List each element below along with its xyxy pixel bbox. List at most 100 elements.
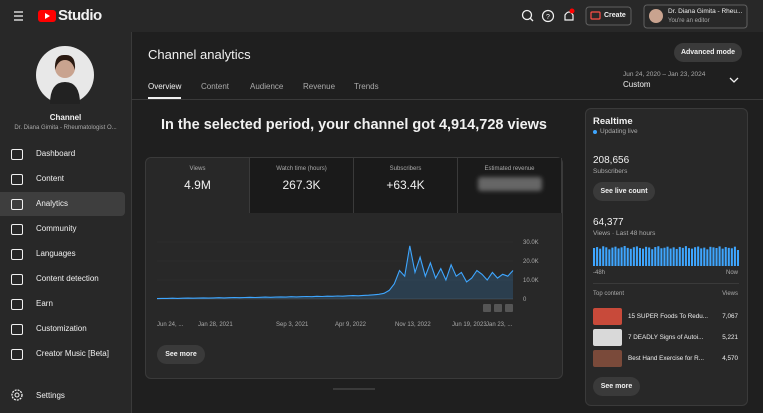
realtime-title: Realtime [593, 116, 633, 127]
metric-tile[interactable] [354, 158, 458, 213]
realtime-bar [623, 246, 626, 266]
metric-tile[interactable] [146, 158, 250, 213]
realtime-bar [596, 247, 599, 266]
item-title[interactable]: 15 SUPER Foods To Redu... [628, 313, 709, 320]
nav-item[interactable]: Content [36, 174, 65, 183]
chart-event-icon [505, 304, 513, 312]
x-tick-label: Jun 19, 2023 [452, 322, 487, 328]
svg-text:?: ? [546, 14, 550, 21]
tab[interactable]: Trends [354, 82, 379, 91]
nav-item[interactable]: Creator Music [Beta] [36, 349, 109, 358]
channel-avatar[interactable] [36, 46, 94, 104]
tab[interactable]: Audience [250, 82, 284, 91]
realtime-bar [715, 248, 718, 266]
nav-icon [11, 224, 23, 235]
nav-item[interactable]: Content detection [36, 274, 99, 283]
views-count: 64,377 [593, 217, 624, 228]
item-views: 4,570 [722, 355, 738, 362]
nav-item[interactable]: Analytics [36, 199, 69, 208]
thumbnail[interactable] [593, 308, 622, 325]
nav-icon [11, 174, 23, 185]
metric-value: 4.9M [184, 178, 211, 192]
realtime-bar [697, 246, 700, 266]
item-title[interactable]: Best Hand Exercise for R... [628, 355, 704, 362]
date-preset[interactable]: Custom [623, 80, 651, 89]
nav-icon [11, 199, 23, 210]
thumbnail[interactable] [593, 329, 622, 346]
metric-value: +63.4K [386, 178, 425, 192]
logo[interactable]: Studio [58, 7, 102, 24]
x-tick-label: Nov 13, 2022 [395, 322, 431, 328]
create-button[interactable]: Create [604, 12, 626, 19]
metric-label: Views [189, 166, 206, 172]
realtime-bar [678, 246, 681, 266]
realtime-bar [638, 248, 641, 266]
nav-item[interactable]: Earn [36, 299, 53, 308]
metric-tile[interactable] [250, 158, 354, 213]
realtime-bar [727, 247, 730, 266]
item-views: 7,067 [722, 313, 738, 320]
nav-settings[interactable]: Settings [36, 391, 65, 400]
realtime-bar [654, 247, 657, 266]
divider [593, 283, 739, 284]
y-tick-label: 30.0K [523, 240, 539, 246]
tab[interactable]: Revenue [303, 82, 336, 91]
nav-icon [11, 149, 23, 160]
tab[interactable]: Content [201, 82, 230, 91]
line [156, 245, 514, 300]
realtime-bar [608, 249, 611, 266]
realtime-bar [681, 247, 684, 266]
chart-event-icon [483, 304, 491, 312]
realtime-bar [614, 246, 617, 266]
live-count-button[interactable]: See live count [593, 182, 655, 201]
nav-item[interactable]: Customization [36, 324, 87, 333]
nav-item[interactable]: Community [36, 224, 77, 233]
realtime-bar [593, 248, 596, 266]
date-chevron[interactable] [729, 76, 739, 84]
realtime-bar [642, 248, 645, 266]
item-views: 5,221 [722, 334, 738, 341]
realtime-bar [709, 246, 712, 266]
realtime-status: Updating live [600, 128, 638, 135]
channel-name: Dr. Diana Gimita - Rheumatologist O... [14, 125, 117, 131]
realtime-bar [730, 248, 733, 266]
realtime-bar [694, 247, 697, 266]
item-title[interactable]: 7 DEADLY Signs of Autoi... [628, 334, 704, 341]
realtime-bar [632, 247, 635, 266]
views-header: Views [722, 291, 738, 297]
nav-icon [11, 299, 23, 310]
nav-icon [11, 274, 23, 285]
tab[interactable]: Overview [148, 82, 182, 91]
advanced-mode-button[interactable]: Advanced mode [674, 43, 742, 62]
top-content-label: Top content [593, 291, 625, 297]
scroll-indicator [333, 388, 375, 390]
realtime-bar [700, 248, 703, 266]
live-dot [593, 130, 597, 134]
realtime-bar [736, 250, 739, 266]
thumbnail[interactable] [593, 350, 622, 367]
nav-item[interactable]: Dashboard [36, 149, 76, 158]
x-tick-label: Apr 9, 2022 [335, 322, 367, 328]
chart: 0 10.0K 20.0K 30.0K Jun 24, ... Jan 28, 2021 S… [156, 240, 539, 328]
realtime-bar [721, 248, 724, 266]
top-bar [0, 0, 763, 32]
realtime-see-more[interactable]: See more [593, 377, 640, 396]
tab-divider [131, 99, 763, 100]
realtime-bar [651, 249, 654, 266]
x-tick-label: Jan 23, ... [486, 322, 513, 328]
account-name[interactable]: Dr. Diana Gimita - Rheu... [668, 8, 743, 15]
bars-start: -48h [593, 270, 606, 276]
realtime-bar [669, 248, 672, 266]
x-tick-label: Jun 24, ... [157, 322, 184, 328]
nav-active-bg [0, 192, 125, 216]
y-tick-label: 20.0K [523, 259, 539, 265]
realtime-bar [675, 248, 678, 266]
nav-item[interactable]: Languages [36, 249, 76, 258]
realtime-bar [635, 246, 638, 266]
realtime-bar [611, 247, 614, 266]
realtime-bar [657, 246, 660, 266]
y-tick-label: 10.0K [523, 278, 539, 284]
see-more-button[interactable]: See more [157, 345, 205, 364]
realtime-bar [620, 247, 623, 266]
date-range[interactable]: Jun 24, 2020 – Jan 23, 2024 [623, 71, 706, 78]
